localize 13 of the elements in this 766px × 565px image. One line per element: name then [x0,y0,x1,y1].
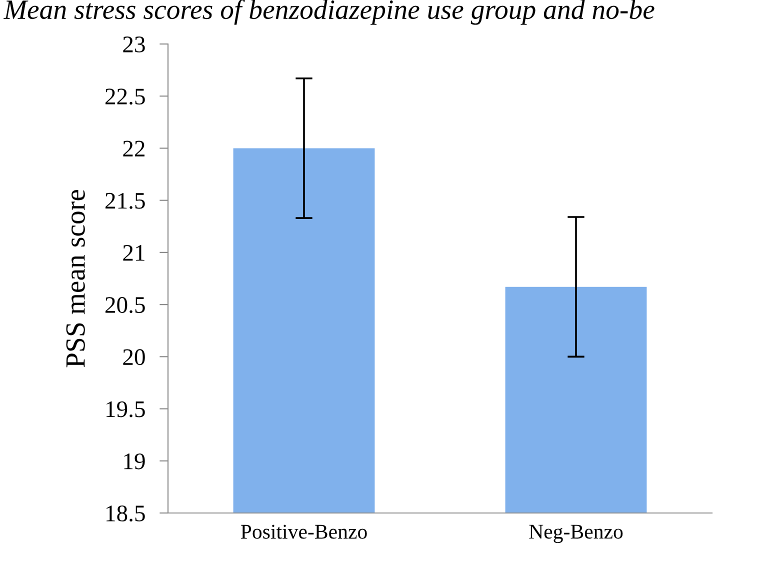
y-tick-label: 20 [123,349,145,366]
y-tick-label: 22 [123,140,144,156]
y-tick-label: 23 [123,36,145,52]
y-tick-label: 18.5 [106,505,145,522]
y-tick-label: 22.5 [105,88,145,105]
y-tick-label: 21 [123,245,144,261]
y-tick-label: 20.5 [105,297,145,314]
y-tick-label: 19 [124,453,145,470]
y-axis-title: PSS mean score [66,190,85,368]
x-tick-label: Positive-Benzo [240,524,367,539]
y-tick-label: 19.5 [106,401,145,418]
y-tick-label: 21.5 [105,192,145,209]
x-tick-label: Neg-Benzo [529,524,623,544]
